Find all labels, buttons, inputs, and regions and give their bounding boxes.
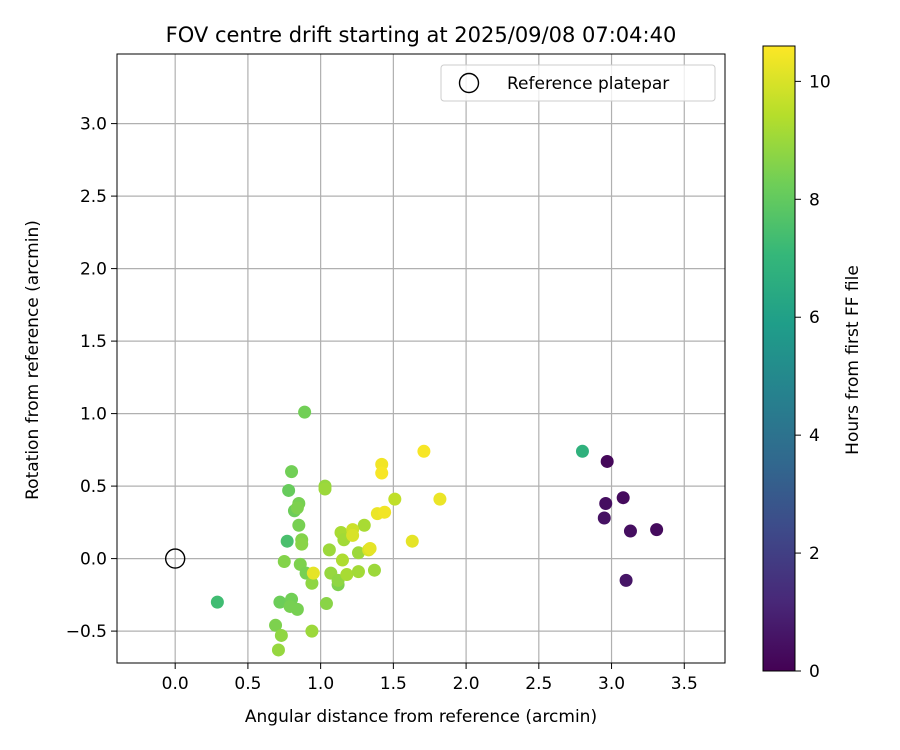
reference-point-layer (164, 548, 186, 569)
data-point (305, 624, 319, 638)
data-point (357, 518, 371, 532)
data-point (363, 541, 377, 555)
data-point (367, 563, 381, 577)
data-point (271, 643, 285, 657)
data-point (282, 483, 296, 497)
data-point (351, 565, 365, 579)
colorbar-tick-label: 10 (809, 72, 831, 92)
data-point (375, 466, 389, 480)
y-tick-label: 2.5 (80, 187, 107, 207)
grid (117, 54, 725, 663)
x-tick-label: 1.5 (380, 674, 407, 694)
x-tick-label: 3.5 (671, 674, 698, 694)
reference-platepar-marker (164, 548, 186, 569)
colorbar-tick-label: 8 (809, 190, 820, 210)
data-point (623, 524, 637, 538)
chart-title: FOV centre drift starting at 2025/09/08 … (166, 23, 677, 47)
x-tick-label: 2.5 (525, 674, 552, 694)
data-point (273, 595, 287, 609)
data-point (351, 546, 365, 560)
data-point (575, 444, 589, 458)
data-point (305, 576, 319, 590)
data-point (322, 543, 336, 557)
y-tick-label: 3.0 (80, 115, 107, 135)
data-point (274, 628, 288, 642)
data-point (619, 573, 633, 587)
y-tick-label: 0.0 (80, 550, 107, 570)
data-point (269, 618, 283, 632)
colorbar-tick-label: 2 (809, 544, 820, 564)
data-point (405, 534, 419, 548)
y-axis-ticks: −0.5 0.0 0.5 1.0 1.5 2.0 2.5 3.0 (66, 115, 117, 642)
data-point (600, 454, 614, 468)
data-point (335, 553, 349, 567)
data-point (597, 511, 611, 525)
data-point (298, 405, 312, 419)
data-point (340, 568, 354, 582)
y-tick-label: −0.5 (66, 622, 107, 642)
y-axis-label: Rotation from reference (arcmin) (23, 220, 43, 500)
data-point (616, 491, 630, 505)
data-point (306, 566, 320, 580)
y-tick-label: 2.0 (80, 260, 107, 280)
x-tick-label: 0.0 (162, 674, 189, 694)
data-point (599, 497, 613, 510)
colorbar-label: Hours from first FF file (843, 265, 863, 455)
data-point (378, 505, 392, 519)
data-point (277, 555, 291, 568)
data-point (292, 518, 306, 532)
x-tick-label: 2.0 (453, 674, 480, 694)
plot-frame (116, 53, 726, 664)
data-point (319, 597, 333, 611)
legend: Reference platepar (440, 64, 716, 102)
x-tick-label: 1.0 (307, 674, 334, 694)
colorbar-ticks: 0 2 4 6 8 10 (795, 72, 831, 682)
x-tick-label: 0.5 (234, 674, 261, 694)
data-point (318, 482, 332, 496)
colorbar-tick-label: 6 (809, 308, 820, 328)
y-tick-label: 1.0 (80, 405, 107, 425)
plot-area (117, 54, 725, 663)
legend-entry-reference: Reference platepar (507, 74, 669, 94)
data-point (285, 465, 299, 479)
x-tick-label: 3.0 (598, 674, 625, 694)
x-axis-label: Angular distance from reference (arcmin) (245, 707, 597, 727)
data-point (417, 444, 431, 458)
y-tick-label: 0.5 (80, 477, 107, 497)
data-point (280, 534, 294, 548)
x-axis-ticks: 0.0 0.5 1.0 1.5 2.0 2.5 3.0 3.5 (162, 663, 698, 694)
colorbar-tick-label: 4 (809, 426, 820, 446)
legend-marker-reference (458, 72, 480, 94)
legend-box (440, 64, 716, 102)
colorbar (763, 46, 795, 671)
colorbar-frame (762, 45, 796, 672)
data-point (210, 595, 224, 609)
data-point (650, 523, 664, 537)
data-point (290, 501, 304, 515)
data-point (346, 528, 360, 542)
data-point (433, 492, 447, 506)
data-point (290, 602, 304, 616)
y-tick-label: 1.5 (80, 332, 107, 352)
data-points (210, 405, 664, 657)
data-point (295, 537, 309, 551)
data-point (388, 492, 402, 506)
colorbar-tick-label: 0 (809, 662, 820, 682)
